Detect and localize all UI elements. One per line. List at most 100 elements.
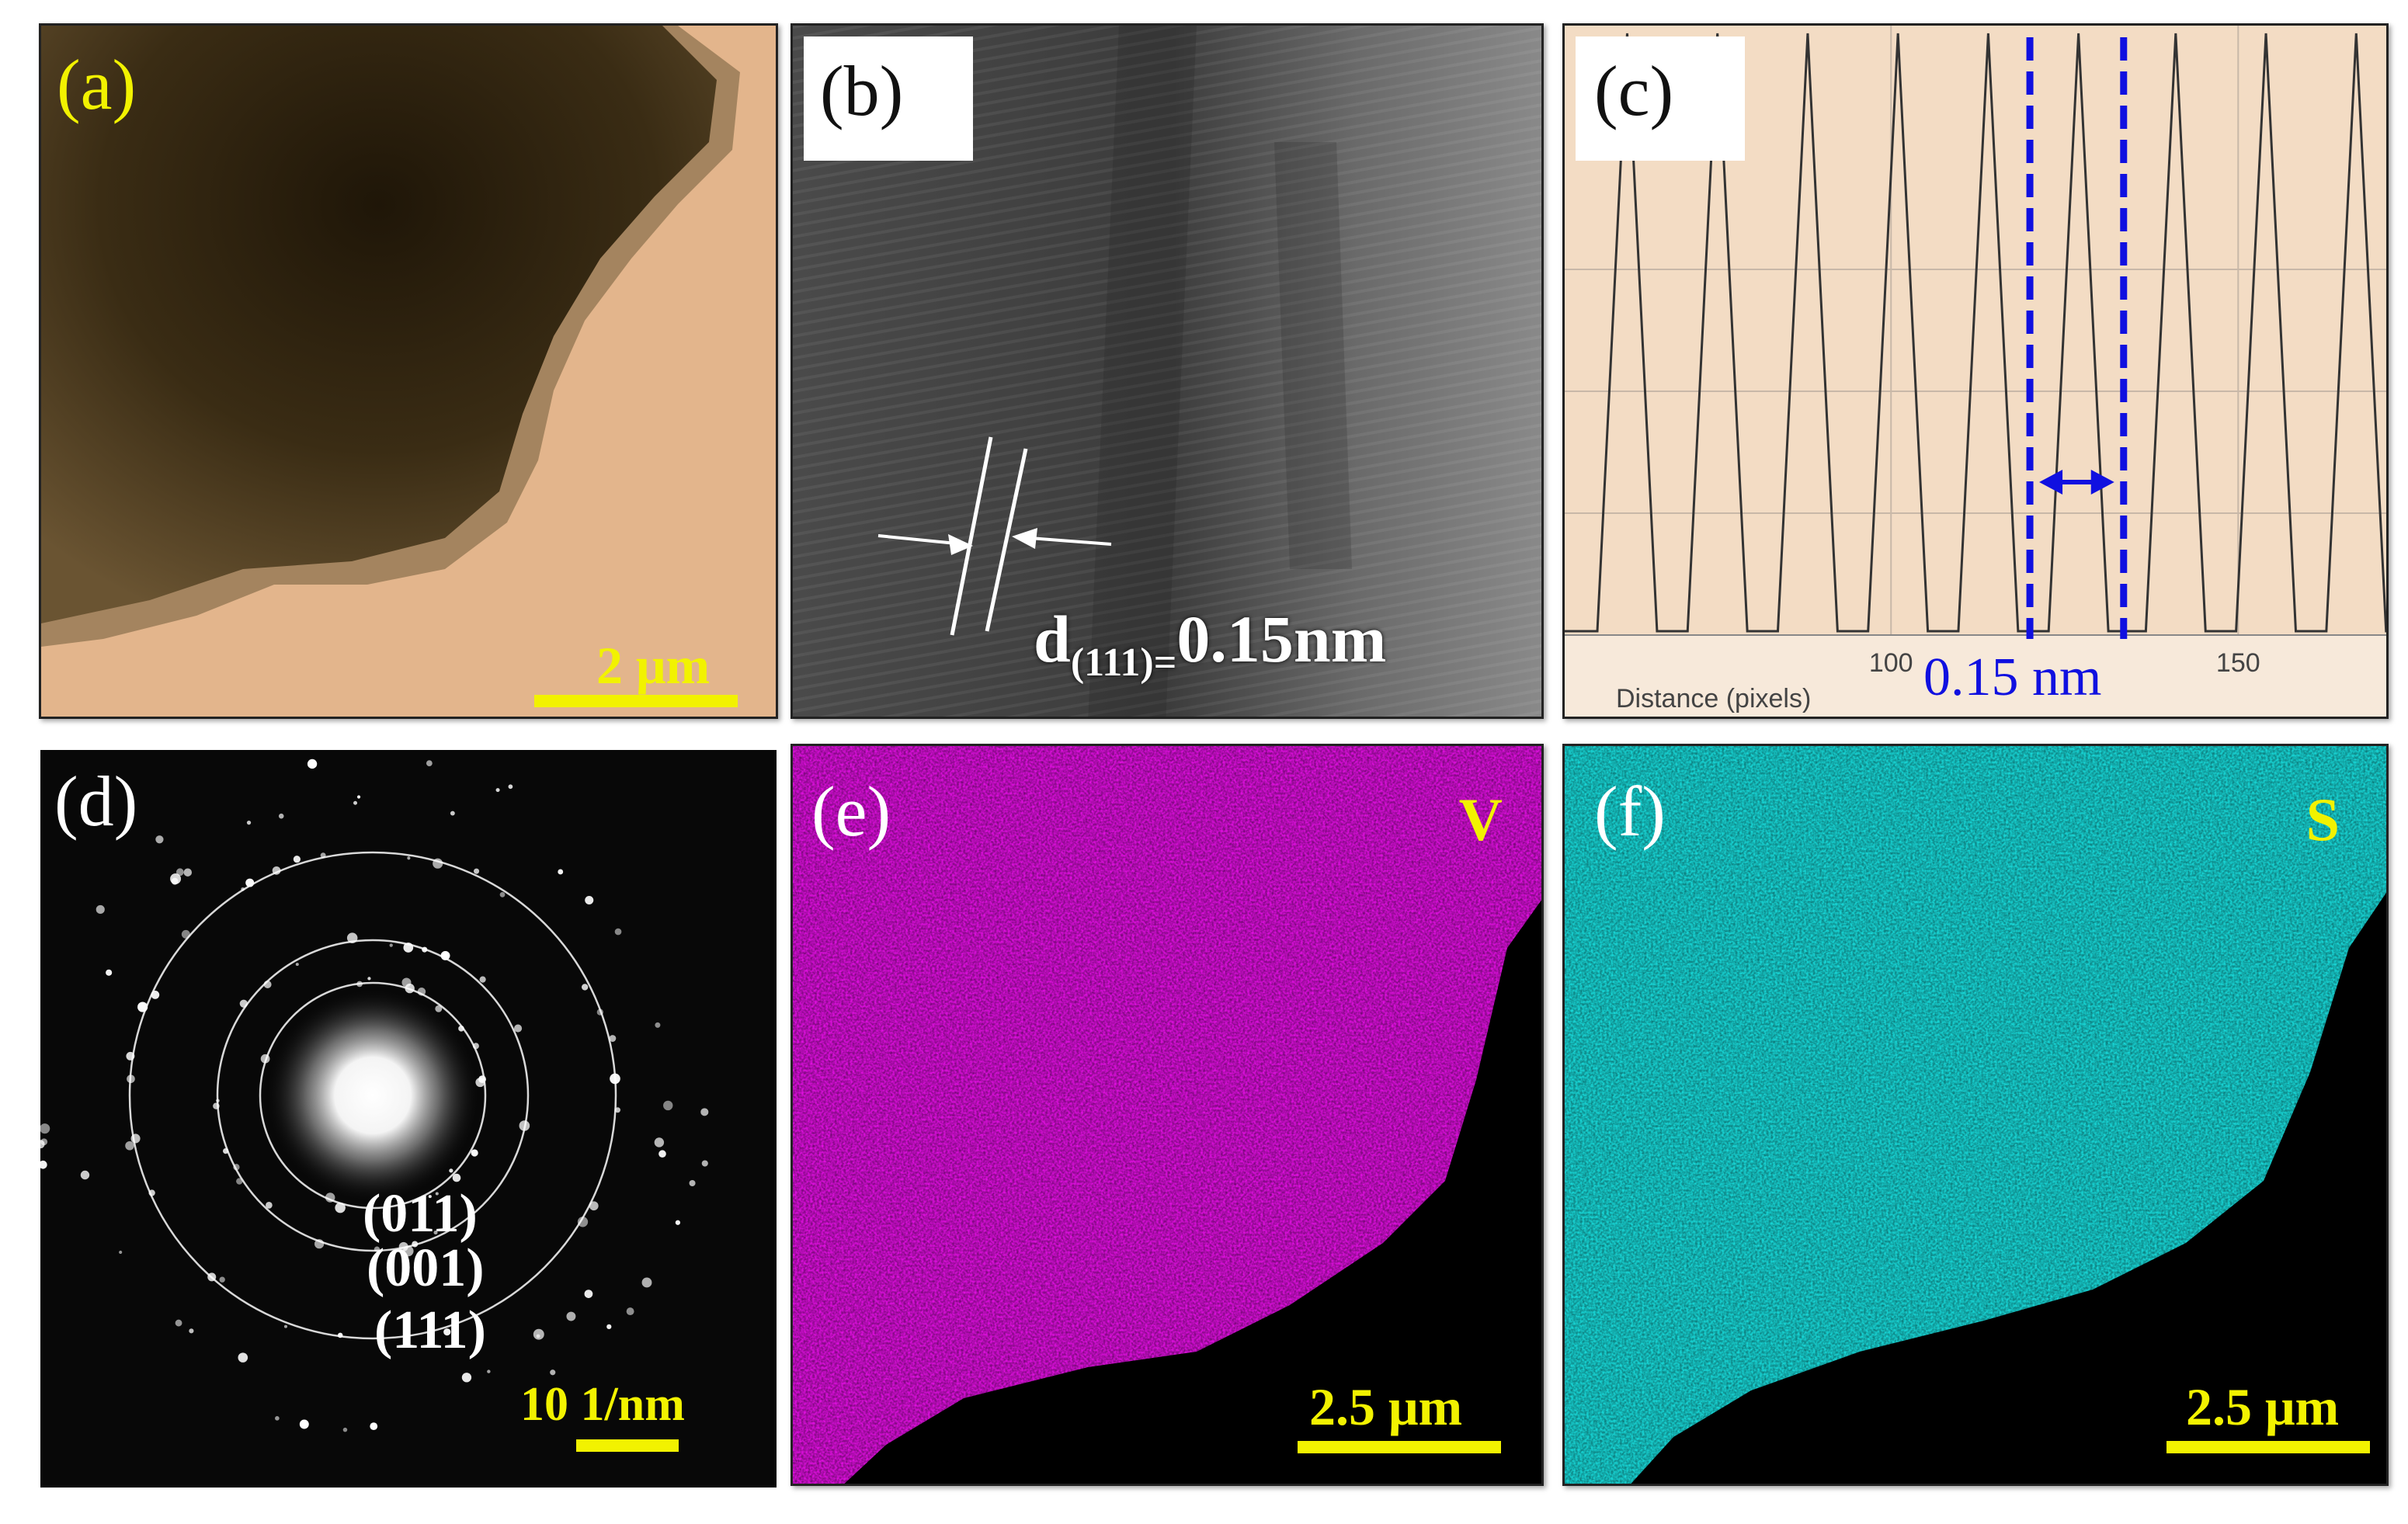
x-tick-label: 100 <box>1869 648 1913 678</box>
panel-b-hrtem-image: (b) d(111)=0.15nm <box>791 23 1544 719</box>
diffraction-spot <box>40 1140 45 1149</box>
diffraction-spot <box>266 1202 273 1209</box>
diffraction-spot <box>245 878 255 887</box>
panel-a-scale-bar <box>534 695 738 707</box>
diffraction-spot <box>433 1231 438 1235</box>
panel-d-saed-pattern: (d) (011) (001) (111) 10 1/nm <box>40 750 777 1488</box>
x-tick-labels: 100 150 <box>1869 648 2260 678</box>
diffraction-spot <box>80 1170 90 1180</box>
chart-gridlines <box>1565 26 2386 635</box>
panel-c-label: (c) <box>1594 51 1674 130</box>
diffraction-spot <box>367 977 371 981</box>
diffraction-spot <box>641 1277 652 1288</box>
ring-inner <box>259 981 487 1210</box>
diffraction-spot <box>374 1246 380 1252</box>
diffraction-spot <box>130 1133 141 1144</box>
diffraction-spot <box>275 1416 280 1421</box>
diffraction-spot <box>487 1370 491 1373</box>
diffraction-spot <box>689 1180 696 1187</box>
d-spacing-plane: (111)= <box>1070 640 1177 686</box>
diffraction-spot <box>478 1075 486 1084</box>
diffraction-spot <box>314 1239 325 1249</box>
spacing-arrowhead-1 <box>2039 470 2063 495</box>
panel-f-scale-label: 2.5 μm <box>2186 1377 2340 1436</box>
diffraction-spot <box>137 1002 148 1012</box>
diffraction-spot <box>422 946 428 953</box>
diffraction-spot <box>658 1150 666 1158</box>
diffraction-spot <box>106 969 113 976</box>
diffraction-spot <box>40 1160 47 1169</box>
diffraction-spot <box>584 1290 593 1298</box>
diffraction-spot <box>223 1148 229 1154</box>
diffraction-spot <box>558 869 564 875</box>
diffraction-spot <box>626 1307 634 1316</box>
x-tick-label: 150 <box>2216 648 2260 678</box>
diffraction-spot <box>402 1245 414 1257</box>
diffraction-spot <box>370 1422 378 1431</box>
ring-label-011: (011) <box>363 1184 478 1244</box>
diffraction-spots <box>40 759 709 1432</box>
diffraction-spot <box>239 999 248 1008</box>
diffraction-spot <box>474 868 480 874</box>
diffraction-spot <box>433 858 443 869</box>
diffraction-spot <box>295 963 299 967</box>
diffraction-spot <box>596 1008 603 1015</box>
diffraction-spot <box>461 1373 472 1383</box>
spacing-markers <box>2026 37 2128 639</box>
diffraction-spot <box>236 1178 243 1185</box>
diffraction-spot <box>246 820 252 825</box>
element-label-v: V <box>1458 786 1503 853</box>
diffraction-spot <box>499 891 506 897</box>
diffraction-spot <box>337 1332 343 1338</box>
panel-a-label: (a) <box>57 45 137 124</box>
diffraction-spot <box>320 852 326 859</box>
line-profile-chart: 100 150 <box>1565 26 2386 717</box>
diffraction-spot <box>238 1352 248 1363</box>
diffraction-spot <box>189 1328 194 1334</box>
panel-f-label: (f) <box>1594 772 1666 851</box>
diffraction-spot <box>655 1022 661 1028</box>
diffraction-spot <box>175 1319 182 1327</box>
diffraction-spot <box>171 877 179 885</box>
diffraction-spot <box>356 795 361 799</box>
diffraction-spot <box>458 1026 464 1032</box>
diffraction-spot <box>96 904 105 915</box>
diffraction-spot <box>412 1241 419 1248</box>
diffraction-spot <box>440 950 450 960</box>
diffraction-spot <box>585 895 594 905</box>
diffraction-spot <box>614 1107 620 1113</box>
ring-label-111: (111) <box>374 1300 486 1360</box>
spacing-arrowhead-2 <box>2090 470 2114 495</box>
panel-e-label: (e) <box>811 772 891 851</box>
diffraction-spot <box>435 1005 443 1012</box>
diffraction-spot <box>126 1051 135 1061</box>
diffraction-spot <box>405 983 415 994</box>
diffraction-spot <box>389 943 393 947</box>
diffraction-spot <box>151 991 160 999</box>
diffraction-spot <box>450 811 455 816</box>
diffraction-spot <box>614 928 622 936</box>
diffraction-spot <box>175 868 184 877</box>
diffraction-spot <box>701 1160 708 1167</box>
diffraction-spot <box>577 1217 589 1227</box>
diffraction-spot <box>181 929 190 939</box>
panel-d-scale-bar <box>576 1439 679 1452</box>
diffraction-spot <box>325 1192 335 1203</box>
panel-b-label-box <box>804 36 973 161</box>
panel-b-label: (b) <box>820 51 904 130</box>
diffraction-spot <box>417 988 426 996</box>
diffraction-spot <box>119 1250 123 1255</box>
diffraction-spot <box>675 1220 681 1225</box>
panel-d-scale-label: 10 1/nm <box>520 1378 685 1431</box>
diffraction-spot <box>127 1074 135 1084</box>
spacing-annotation: 0.15 nm <box>1923 647 2102 707</box>
diffraction-spot <box>219 1276 225 1283</box>
vanadium-eds-map <box>793 746 1541 1484</box>
x-axis-label: Distance (pixels) <box>1616 684 1812 713</box>
diffraction-spot <box>407 856 411 860</box>
diffraction-spot <box>353 800 358 805</box>
profile-curve <box>1565 33 2386 633</box>
diffraction-spot <box>479 976 486 983</box>
diffraction-spot <box>283 1324 287 1328</box>
panel-f-scale-bar <box>2167 1441 2370 1453</box>
